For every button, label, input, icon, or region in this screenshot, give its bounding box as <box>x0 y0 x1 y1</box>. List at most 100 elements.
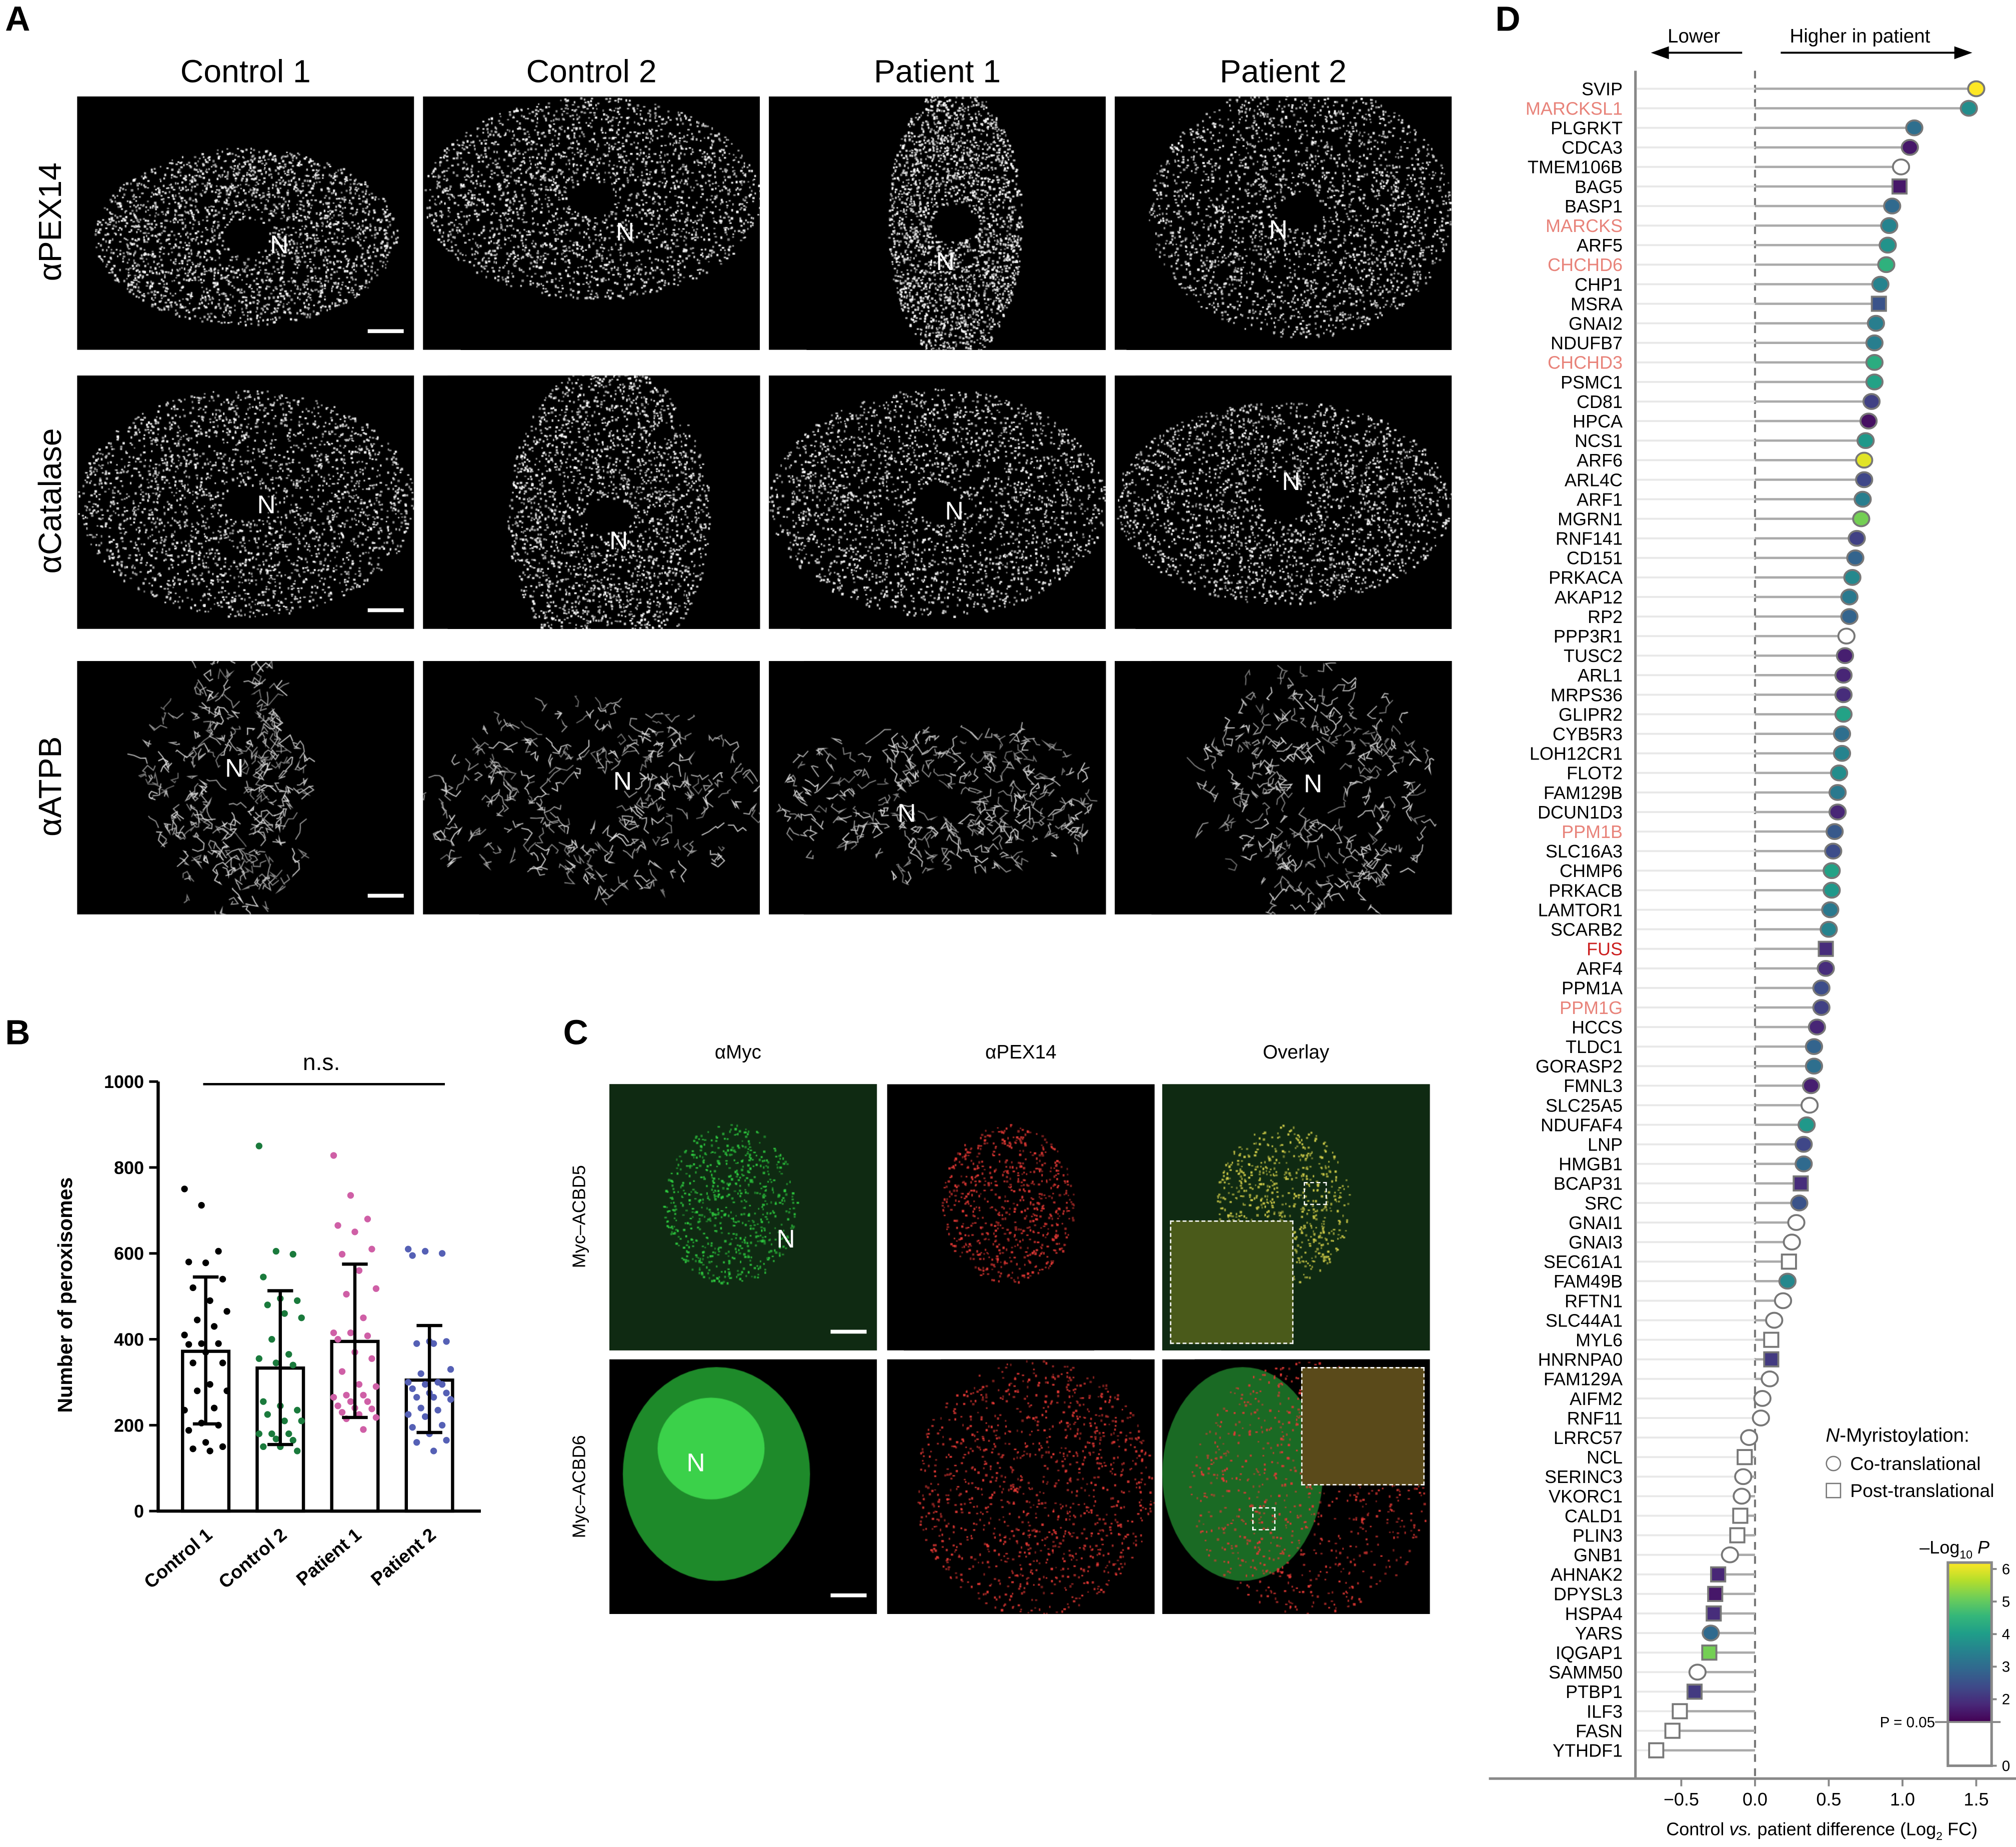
panel-d-label: D <box>1495 0 1521 39</box>
gene-label: LRRC57 <box>1554 1428 1623 1448</box>
gene-label: GORASP2 <box>1536 1056 1623 1076</box>
gene-label: SLC44A1 <box>1546 1310 1623 1330</box>
data-point <box>189 1360 196 1366</box>
nucleus-label: N <box>1269 216 1288 244</box>
data-point <box>189 1284 196 1292</box>
data-point <box>343 1290 350 1298</box>
data-point <box>260 1443 267 1450</box>
data-point <box>330 1152 337 1159</box>
panel-c-label: C <box>563 1013 588 1052</box>
x-tick-label: 0.0 <box>1743 1789 1768 1810</box>
data-point <box>347 1192 354 1199</box>
lollipop-marker-square <box>1729 1527 1746 1544</box>
square-marker-icon <box>1826 1482 1842 1498</box>
gene-label: HCCS <box>1572 1017 1623 1038</box>
lollipop-marker-square <box>1871 296 1887 312</box>
lollipop-marker-circle <box>1817 960 1835 977</box>
data-point <box>417 1370 424 1377</box>
gene-label: TLDC1 <box>1566 1036 1623 1057</box>
gene-label: IQGAP1 <box>1556 1642 1623 1663</box>
column-title: Patient 1 <box>874 54 1001 90</box>
data-point <box>438 1250 446 1257</box>
micrograph-c-1-2 <box>1162 1359 1430 1614</box>
lollipop-marker-circle <box>1733 1488 1751 1505</box>
lollipop-marker-circle <box>1859 412 1878 430</box>
data-point <box>285 1430 292 1438</box>
nucleus-label: N <box>1304 770 1323 799</box>
gene-label: TMEM106B <box>1528 157 1623 178</box>
nucleus-label: N <box>225 754 244 784</box>
gene-label: PRKACB <box>1549 880 1623 900</box>
gene-label: DPYSL3 <box>1554 1584 1623 1604</box>
nucleus-label: N <box>257 491 276 520</box>
data-point <box>368 1355 375 1362</box>
gene-label: RNF11 <box>1567 1408 1623 1428</box>
data-point <box>181 1406 188 1414</box>
nucleus-label: N <box>945 498 964 526</box>
gene-label: BCAP31 <box>1554 1174 1623 1194</box>
lollipop-marker-circle <box>1857 432 1875 450</box>
data-point <box>260 1274 267 1280</box>
lollipop-marker-circle <box>1740 1429 1759 1446</box>
data-point <box>430 1448 437 1454</box>
nucleus-label: N <box>686 1449 705 1478</box>
data-point <box>289 1250 296 1258</box>
lollipop-marker-circle <box>1778 1272 1797 1290</box>
lollipop-marker-circle <box>1865 334 1884 352</box>
data-point <box>421 1413 429 1420</box>
data-point <box>338 1408 346 1416</box>
gene-label: HSPA4 <box>1565 1604 1623 1624</box>
gene-label: BASP1 <box>1565 196 1623 216</box>
data-point <box>334 1336 341 1343</box>
data-point <box>293 1297 301 1304</box>
lollipop-marker-square <box>1891 178 1908 195</box>
x-tick-label: Patient 1 <box>292 1524 365 1590</box>
data-point <box>219 1360 226 1366</box>
data-point <box>404 1411 412 1418</box>
data-point <box>447 1396 454 1403</box>
gene-label: PRKACA <box>1549 568 1623 588</box>
data-point <box>404 1246 412 1252</box>
data-point <box>355 1381 363 1388</box>
scale-bar <box>830 1330 867 1334</box>
gene-label: PPM1G <box>1560 998 1623 1018</box>
data-point <box>219 1443 226 1450</box>
arrow-left-icon <box>1651 46 1669 60</box>
lollipop-marker-circle <box>1833 744 1852 762</box>
lollipop-marker-circle <box>1883 198 1902 214</box>
data-point <box>409 1385 416 1392</box>
lollipop-marker-circle <box>1852 510 1871 528</box>
gene-label: ARL4C <box>1565 470 1623 490</box>
colorbar-tick-label: 5 <box>2002 1594 2010 1610</box>
lollipop-marker-circle <box>1820 920 1838 938</box>
lollipop-marker-circle <box>1702 1624 1720 1642</box>
data-point <box>206 1297 213 1304</box>
gene-label: MGRN1 <box>1558 508 1623 529</box>
data-point <box>272 1248 279 1255</box>
gene-label: HNRNPA0 <box>1538 1350 1623 1370</box>
lollipop-marker-circle <box>1783 1234 1801 1250</box>
data-point <box>298 1418 305 1424</box>
colorbar-tick-label: 0 <box>2002 1758 2010 1774</box>
lollipop-marker-circle <box>1753 1390 1772 1407</box>
lollipop-marker-circle <box>1834 706 1853 723</box>
data-point <box>404 1378 412 1386</box>
data-point <box>215 1248 222 1255</box>
gene-label: CHMP6 <box>1560 860 1623 881</box>
y-tick-label: 400 <box>114 1329 144 1350</box>
data-point <box>360 1392 367 1398</box>
gene-label: HPCA <box>1573 411 1623 432</box>
data-point <box>343 1392 350 1398</box>
micrograph-image <box>423 661 760 914</box>
lollipop-marker-circle <box>1823 862 1841 880</box>
lollipop-marker-circle <box>1765 1312 1784 1329</box>
gene-label: RFTN1 <box>1565 1290 1623 1311</box>
nucleus-label: N <box>776 1226 795 1254</box>
gene-label: NDUFB7 <box>1551 333 1623 354</box>
colorbar-tick-label: 3 <box>2002 1659 2010 1676</box>
gene-label: NDUFAF4 <box>1541 1114 1623 1135</box>
micrograph-image <box>1115 376 1452 629</box>
nucleus-label: N <box>1282 468 1301 496</box>
